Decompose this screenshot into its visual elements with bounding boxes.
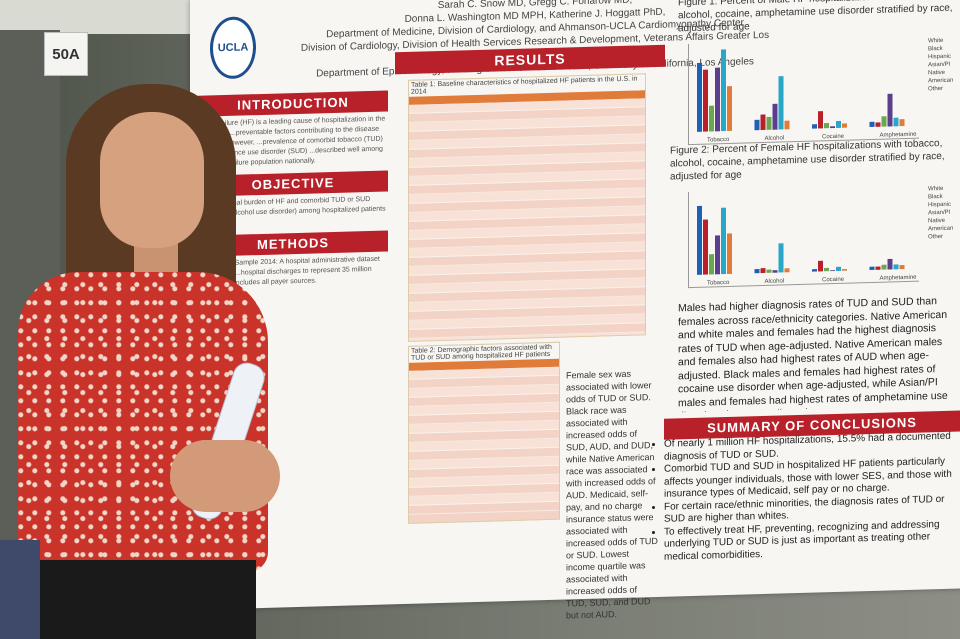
legend-item: Native American [928,68,960,85]
figure-1-caption: Figure 1: Percent of Male HF hospitaliza… [678,0,960,35]
chart-bar [779,76,784,129]
chart-bar [727,86,732,131]
chart-bar [779,243,784,272]
table-2: Table 2: Demographic factors associated … [408,342,560,524]
chart-bar [830,270,835,271]
chart-bar [721,49,726,131]
chart-bar [755,269,760,273]
chart-bar [709,106,714,132]
chart-bar [842,269,847,271]
chart-bar [900,265,905,269]
chart-bar [876,266,881,269]
chart-bar [767,270,772,273]
board-number-label: 50A [44,32,88,76]
table-1: Table 1: Baseline characteristics of hos… [408,73,646,342]
chart-bar [888,259,893,270]
bag [0,540,40,639]
chart-bar [870,122,875,127]
chart-bar [715,235,720,274]
presenter-face [100,112,204,248]
chart-bar [785,121,790,130]
chart-bar [824,268,829,271]
chart-bar [830,126,835,128]
demographic-findings-text: Female sex was associated with lower odd… [566,367,658,622]
chart-bar [703,219,708,274]
figure-1-bars: Tobacco Alcohol Cocaine Amphetamine [689,38,919,144]
chart-bar [697,63,702,132]
results-summary-text: Males had higher diagnosis rates of TUD … [678,294,960,412]
legend-item: Native American [928,216,960,233]
chart-category-label: Amphetamine [880,275,918,282]
chart-bar [882,265,887,270]
figure-2-chart: Tobacco Alcohol Cocaine Amphetamine [688,186,919,288]
chart-bar [894,118,899,127]
chart-bar [727,233,732,274]
figure-1-chart: Tobacco Alcohol Cocaine Amphetamine [688,38,919,145]
chart-bar [709,254,714,274]
research-poster: UCLA Sarah C. Snow MD, Gregg C. Fonarow … [190,0,960,610]
chart-bar [900,119,905,126]
chart-bar [812,124,817,128]
chart-bar [697,206,702,275]
chart-bar [703,70,708,132]
summary-item: To effectively treat HF, preventing, rec… [664,518,960,564]
chart-category-label: Alcohol [765,278,785,285]
chart-bar [761,268,766,273]
chart-bar [836,121,841,128]
figure-2-caption: Figure 2: Percent of Female HF hospitali… [670,136,960,183]
figure-2-bars: Tobacco Alcohol Cocaine Amphetamine [689,186,919,287]
presenter-arm [170,440,280,512]
ucla-logo: UCLA [210,16,256,79]
chart-bar [721,208,726,275]
chart-bar [824,123,829,128]
chart-bar [842,123,847,127]
chart-bar [818,111,823,128]
chart-bar [755,120,760,130]
chart-bar [836,267,841,271]
chart-bar [882,116,887,126]
chart-bar [715,68,720,132]
legend-item: Other [928,232,960,241]
summary-list: Of nearly 1 million HF hospitalizations,… [650,430,960,564]
chart-bar [870,267,875,270]
figure-2-legend: White Black Hispanic Asian/PI Native Ame… [928,184,960,241]
presenter-skirt [36,560,256,639]
chart-bar [767,117,772,130]
chart-bar [761,114,766,130]
chart-bar [773,270,778,273]
chart-bar [818,261,823,272]
figure-1-legend: White Black Hispanic Asian/PI Native Ame… [928,36,960,93]
chart-bar [888,94,893,127]
chart-bar [773,104,778,130]
chart-bar [785,268,790,272]
chart-bar [876,122,881,126]
chart-category-label: Tobacco [707,280,730,287]
chart-bar [812,269,817,272]
legend-item: Other [928,84,960,93]
chart-category-label: Cocaine [822,277,845,284]
chart-bar [894,264,899,269]
